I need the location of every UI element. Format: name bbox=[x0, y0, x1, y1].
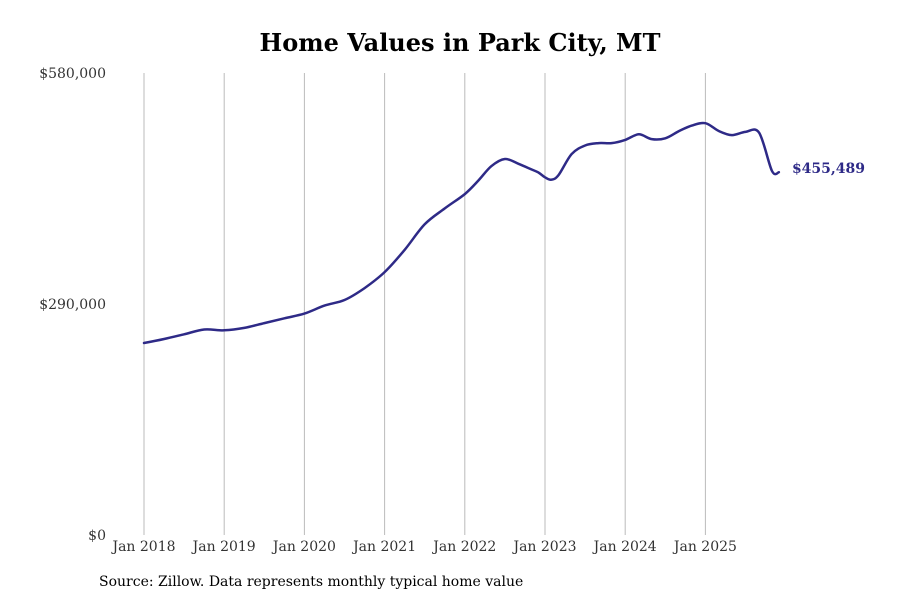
source-note: Source: Zillow. Data represents monthly … bbox=[99, 574, 524, 590]
end-value-label: $455,489 bbox=[792, 161, 865, 177]
y-tick-label: $580,000 bbox=[39, 66, 106, 82]
x-tick-label: Jan 2022 bbox=[431, 539, 496, 555]
x-tick-label: Jan 2025 bbox=[672, 539, 737, 555]
y-tick-label: $290,000 bbox=[39, 297, 106, 313]
y-tick-label: $0 bbox=[88, 528, 106, 544]
x-tick-label: Jan 2023 bbox=[511, 539, 576, 555]
series-line bbox=[142, 121, 781, 345]
x-tick-label: Jan 2024 bbox=[592, 539, 657, 555]
x-tick-label: Jan 2020 bbox=[271, 539, 336, 555]
chart-title: Home Values in Park City, MT bbox=[259, 28, 661, 57]
x-tick-label: Jan 2019 bbox=[191, 539, 256, 555]
x-tick-label: Jan 2018 bbox=[110, 539, 175, 555]
x-tick-label: Jan 2021 bbox=[351, 539, 416, 555]
